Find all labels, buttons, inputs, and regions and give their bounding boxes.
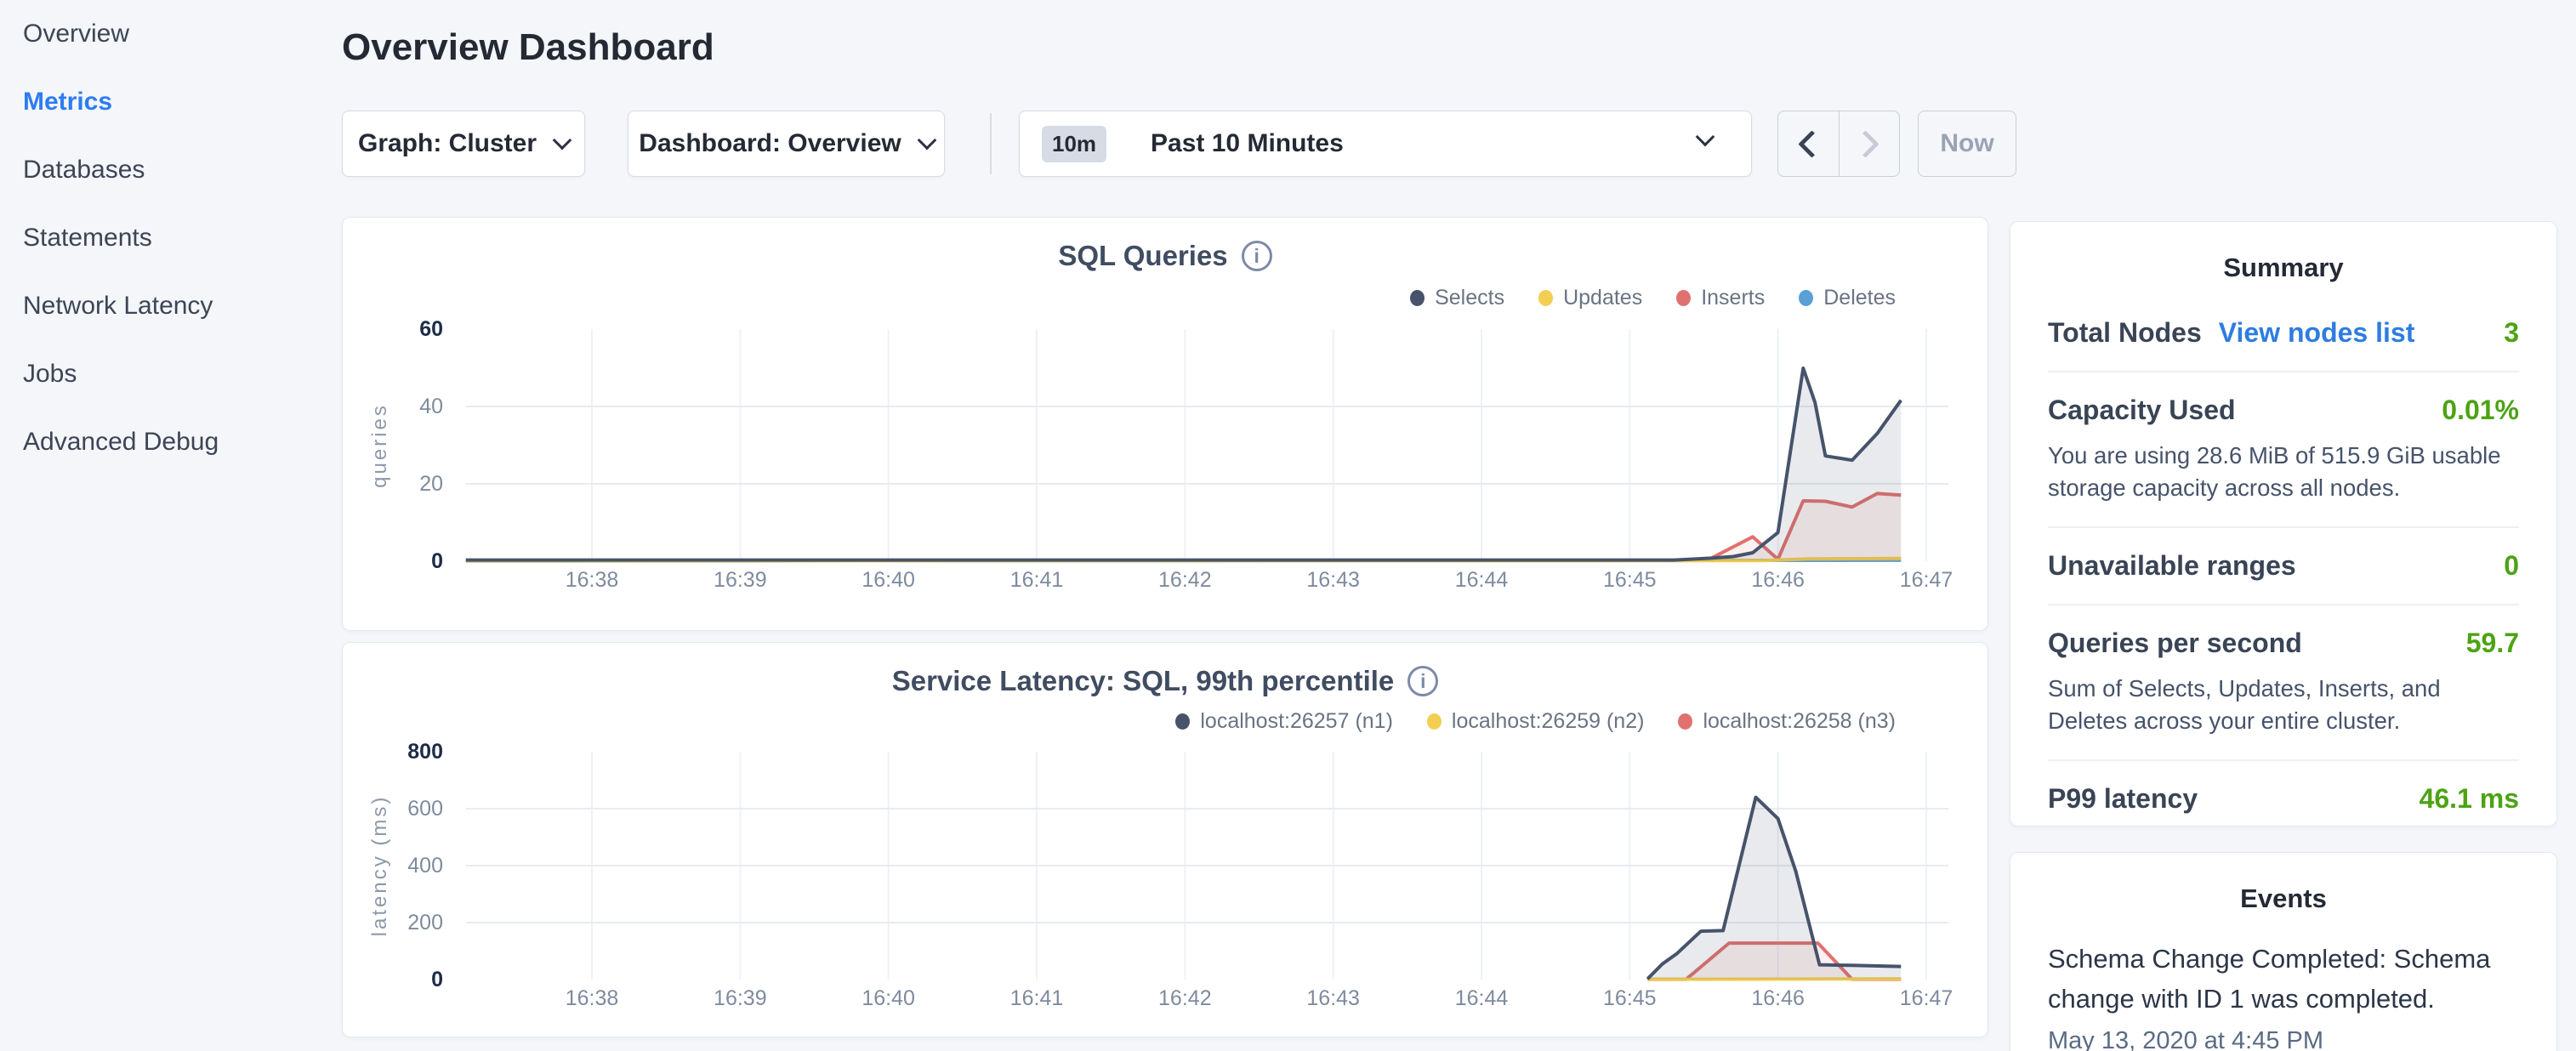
sidebar-item-network-latency[interactable]: Network Latency — [0, 272, 340, 340]
x-tick-label: 16:41 — [977, 986, 1096, 1011]
sidebar-item-overview[interactable]: Overview — [0, 0, 340, 68]
sidebar-item-databases[interactable]: Databases — [0, 136, 340, 204]
y-tick-label: 40 — [343, 393, 443, 420]
y-tick-label: 20 — [343, 470, 443, 497]
summary-value: 46.1 ms — [2420, 783, 2519, 815]
time-range-badge: 10m — [1042, 126, 1106, 162]
x-tick-label: 16:41 — [977, 568, 1096, 593]
next-range-button[interactable] — [1840, 111, 1900, 176]
summary-label: Total Nodes — [2048, 317, 2202, 349]
x-tick-label: 16:47 — [1867, 986, 1986, 1011]
x-tick-label: 16:38 — [532, 568, 651, 593]
x-tick-label: 16:46 — [1719, 986, 1838, 1011]
event-timestamp: May 13, 2020 at 4:45 PM — [2048, 1027, 2519, 1051]
vertical-gridlines — [592, 329, 1926, 561]
graph-dropdown-label: Graph: Cluster — [358, 129, 537, 158]
x-tick-label: 16:45 — [1570, 568, 1689, 593]
chevron-right-icon — [1851, 130, 1879, 158]
summary-value: 0.01% — [2442, 395, 2519, 426]
series-line-inserts — [466, 493, 1902, 560]
summary-value: 3 — [2504, 317, 2519, 349]
x-tick-label: 16:42 — [1125, 986, 1244, 1011]
app: OverviewMetricsDatabasesStatementsNetwor… — [0, 0, 2576, 1051]
x-tick-label: 16:39 — [680, 986, 799, 1011]
chart-plot[interactable] — [343, 643, 1989, 1038]
x-tick-label: 16:38 — [532, 986, 651, 1011]
x-tick-label: 16:42 — [1125, 568, 1244, 593]
x-tick-label: 16:43 — [1274, 568, 1393, 593]
summary-title: Summary — [2048, 253, 2519, 283]
chevron-down-icon — [1696, 128, 1715, 147]
summary-label: Capacity Used — [2048, 395, 2236, 426]
sidebar-nav: OverviewMetricsDatabasesStatementsNetwor… — [0, 0, 340, 476]
summary-subtext: You are using 28.6 MiB of 515.9 GiB usab… — [2048, 440, 2519, 504]
summary-label: Queries per second — [2048, 628, 2302, 659]
page-title: Overview Dashboard — [342, 24, 714, 71]
dashboard-dropdown[interactable]: Dashboard: Overview — [628, 111, 945, 177]
summary-value: 59.7 — [2466, 628, 2519, 659]
event-item[interactable]: Schema Change Completed: Schema change w… — [2048, 940, 2519, 1051]
time-range-step-buttons — [1777, 111, 1900, 177]
x-tick-label: 16:44 — [1422, 986, 1541, 1011]
x-tick-label: 16:40 — [829, 986, 948, 1011]
view-nodes-link[interactable]: View nodes list — [2219, 317, 2415, 349]
time-range-label: Past 10 Minutes — [1151, 129, 1344, 158]
prev-range-button[interactable] — [1778, 111, 1840, 176]
y-tick-label: 200 — [343, 909, 443, 936]
series-line-selects — [466, 368, 1902, 560]
chart-card-sql-queries: SQL Queries i SelectsUpdatesInsertsDelet… — [342, 217, 1988, 631]
x-tick-label: 16:47 — [1867, 568, 1986, 593]
summary-row-queries-per-second: Queries per second 59.7 Sum of Selects, Up… — [2048, 604, 2519, 759]
sidebar-item-advanced-debug[interactable]: Advanced Debug — [0, 408, 340, 476]
time-range-picker[interactable]: 10m Past 10 Minutes — [1019, 111, 1752, 177]
horizontal-gridlines — [466, 809, 1948, 923]
events-title: Events — [2048, 883, 2519, 914]
y-tick-label: 60 — [343, 315, 443, 343]
y-tick-label: 800 — [343, 738, 443, 765]
summary-row-unavailable-ranges: Unavailable ranges 0 — [2048, 526, 2519, 604]
series-area-localhost-26257-n1 — [1647, 798, 1901, 980]
summary-subtext: Sum of Selects, Updates, Inserts, and De… — [2048, 673, 2519, 737]
y-tick-label: 400 — [343, 852, 443, 879]
controls-divider — [990, 113, 992, 174]
summary-label: Unavailable ranges — [2048, 550, 2296, 582]
series-area-inserts — [466, 493, 1902, 561]
sidebar-item-statements[interactable]: Statements — [0, 204, 340, 272]
series-area-selects — [466, 368, 1902, 561]
summary-panel: Summary Total Nodes View nodes list 3 Capac… — [2010, 221, 2557, 827]
y-tick-label: 600 — [343, 795, 443, 822]
event-text: Schema Change Completed: Schema change w… — [2048, 940, 2519, 1019]
horizontal-gridlines — [466, 406, 1948, 484]
chevron-down-icon — [553, 131, 572, 151]
x-tick-label: 16:39 — [680, 568, 799, 593]
summary-label: P99 latency — [2048, 783, 2198, 815]
events-panel: Events Schema Change Completed: Schema c… — [2010, 852, 2557, 1051]
chevron-down-icon — [917, 131, 936, 151]
summary-row-capacity-used: Capacity Used 0.01% You are using 28.6 MiB… — [2048, 371, 2519, 526]
summary-row-p99-latency: P99 latency 46.1 ms — [2048, 759, 2519, 837]
x-tick-label: 16:43 — [1274, 986, 1393, 1011]
y-tick-label: 0 — [343, 966, 443, 993]
x-tick-label: 16:40 — [829, 568, 948, 593]
x-tick-label: 16:45 — [1570, 986, 1689, 1011]
dashboard-dropdown-label: Dashboard: Overview — [639, 129, 901, 158]
now-button[interactable]: Now — [1918, 111, 2016, 177]
sidebar-item-jobs[interactable]: Jobs — [0, 340, 340, 408]
y-tick-label: 0 — [343, 548, 443, 575]
summary-row-total-nodes: Total Nodes View nodes list 3 — [2048, 295, 2519, 371]
graph-dropdown[interactable]: Graph: Cluster — [342, 111, 585, 177]
chevron-left-icon — [1798, 130, 1826, 158]
x-tick-label: 16:44 — [1422, 568, 1541, 593]
x-tick-label: 16:46 — [1719, 568, 1838, 593]
summary-value: 0 — [2504, 550, 2519, 582]
chart-card-service-latency: Service Latency: SQL, 99th percentile i … — [342, 642, 1988, 1037]
sidebar-item-metrics[interactable]: Metrics — [0, 68, 340, 136]
